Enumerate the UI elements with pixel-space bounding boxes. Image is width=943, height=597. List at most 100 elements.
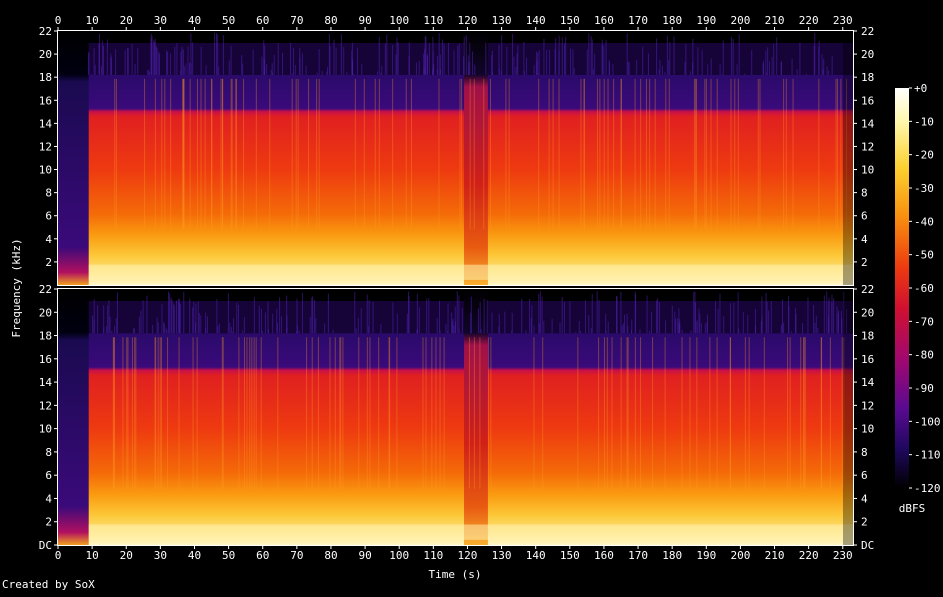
x-tick-label: 170 xyxy=(628,549,648,562)
low-band-highlight xyxy=(88,524,854,540)
y-tick-label: 10 xyxy=(861,164,874,177)
y-tick-label: 6 xyxy=(45,469,52,482)
x-tick-label: 30 xyxy=(154,549,167,562)
outro-fade xyxy=(843,289,853,545)
y-tick-label: 4 xyxy=(861,233,868,246)
y-tick-label: 2 xyxy=(861,256,868,269)
x-tick-label: 150 xyxy=(560,14,580,27)
colorbar-tick-label: -60 xyxy=(914,282,934,295)
x-tick-label: 120 xyxy=(458,14,478,27)
x-axis-label: Time (s) xyxy=(429,568,482,581)
y-tick-label: 4 xyxy=(861,492,868,505)
colorbar-tick-label: -10 xyxy=(914,115,934,128)
x-tick-label: 10 xyxy=(85,549,98,562)
y-tick-label: 12 xyxy=(39,140,52,153)
colorbar-tick-label: -30 xyxy=(914,182,934,195)
y-tick-label: 20 xyxy=(861,306,874,319)
y-tick-label: 2 xyxy=(45,516,52,529)
y-tick-label: 18 xyxy=(861,330,874,343)
y-tick-label: 2 xyxy=(45,256,52,269)
y-tick-label: 10 xyxy=(39,164,52,177)
colorbar: +0 -10 -20 -30 -40 -50 -60 -70 -80 -90 -100 -110 -12… xyxy=(895,82,941,515)
y-tick-label: 12 xyxy=(39,399,52,412)
colorbar-tick-label: -20 xyxy=(914,149,934,162)
y-tick-label: 8 xyxy=(861,187,868,200)
x-tick-label: 20 xyxy=(120,549,133,562)
y-tick-label: 20 xyxy=(39,306,52,319)
x-tick-label: 30 xyxy=(154,14,167,27)
x-tick-label: 230 xyxy=(833,14,853,27)
x-tick-label: 80 xyxy=(324,14,337,27)
y-tick-label: 14 xyxy=(39,376,53,389)
dip-region xyxy=(464,31,488,285)
colorbar-tick-label: +0 xyxy=(914,82,927,95)
y-tick-label: 16 xyxy=(39,94,52,107)
x-tick-label: 190 xyxy=(696,549,716,562)
y-tick-label: 8 xyxy=(45,446,52,459)
x-tick-label: 190 xyxy=(696,14,716,27)
x-tick-label: 50 xyxy=(222,549,235,562)
panel-frame xyxy=(57,30,854,286)
y-tick-label: 4 xyxy=(45,492,52,505)
y-tick-label: 16 xyxy=(861,94,874,107)
x-tick-label: 200 xyxy=(730,549,750,562)
x-tick-label: 180 xyxy=(662,14,682,27)
x-tick-label: 220 xyxy=(799,14,819,27)
x-tick-label: 220 xyxy=(799,549,819,562)
y-tick-label: 16 xyxy=(861,353,874,366)
x-tick-label: 200 xyxy=(730,14,750,27)
y-tick-label: 18 xyxy=(39,71,52,84)
x-tick-label: 0 xyxy=(55,14,62,27)
x-tick-label: 60 xyxy=(256,549,269,562)
y-tick-label: 18 xyxy=(39,330,52,343)
x-tick-label: 40 xyxy=(188,14,201,27)
x-tick-label: 150 xyxy=(560,549,580,562)
x-tick-label: 90 xyxy=(358,549,371,562)
dip-region xyxy=(464,289,488,545)
x-tick-label: 70 xyxy=(290,14,303,27)
colorbar-tick-label: -110 xyxy=(914,449,941,462)
x-axis-bottom: 0 10 20 30 40 50 60 70 80 90 100 110 120 130 140 150 160… xyxy=(55,545,853,562)
y-tick-label: 22 xyxy=(861,25,874,38)
y-tick-label: 12 xyxy=(861,399,874,412)
x-tick-label: 210 xyxy=(765,549,785,562)
x-tick-label: 40 xyxy=(188,549,201,562)
x-tick-label: 140 xyxy=(526,14,546,27)
x-tick-label: 120 xyxy=(458,549,478,562)
y-tick-label: 14 xyxy=(861,117,875,130)
colorbar-gradient xyxy=(895,88,909,488)
y-tick-label: 14 xyxy=(861,376,875,389)
x-tick-label: 180 xyxy=(662,549,682,562)
x-tick-label: 130 xyxy=(492,14,512,27)
intro-region xyxy=(58,289,91,545)
y-tick-label: 22 xyxy=(39,25,52,38)
intro-region xyxy=(58,31,91,285)
x-tick-label: 80 xyxy=(324,549,337,562)
y-tick-label: DC xyxy=(861,539,874,552)
x-tick-label: 50 xyxy=(222,14,235,27)
x-axis-top: 0 10 20 30 40 50 60 70 80 90 100 110 120 130 140 150 160… xyxy=(55,14,853,31)
x-tick-label: 100 xyxy=(389,549,409,562)
x-tick-label: 140 xyxy=(526,549,546,562)
y-tick-label: 10 xyxy=(39,423,52,436)
y-tick-label: 6 xyxy=(861,469,868,482)
y-tick-label: 20 xyxy=(861,48,874,61)
x-tick-label: 210 xyxy=(765,14,785,27)
y-tick-label: 6 xyxy=(861,210,868,223)
x-tick-label: 230 xyxy=(833,549,853,562)
x-tick-label: 100 xyxy=(389,14,409,27)
y-axis-label: Frequency (kHz) xyxy=(10,238,23,337)
x-tick-label: 160 xyxy=(594,14,614,27)
y-tick-label: 18 xyxy=(861,71,874,84)
colorbar-tick-label: -120 xyxy=(914,482,941,495)
x-tick-label: 90 xyxy=(358,14,371,27)
y-tick-label: 10 xyxy=(861,423,874,436)
channel-2-spectrogram xyxy=(57,288,854,546)
x-tick-label: 110 xyxy=(423,549,443,562)
colorbar-tick-label: -90 xyxy=(914,382,934,395)
outro-fade xyxy=(843,31,853,285)
x-tick-label: 0 xyxy=(55,549,62,562)
